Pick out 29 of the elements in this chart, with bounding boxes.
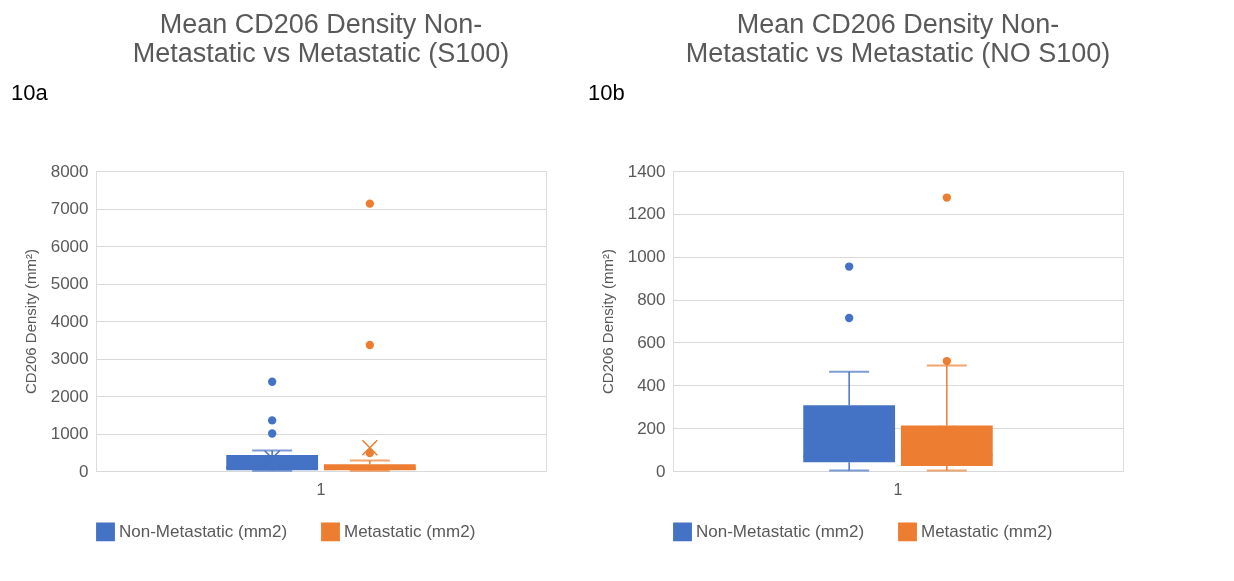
y-tick-label: 5000 xyxy=(50,274,89,293)
y-tick-label: 3000 xyxy=(50,349,89,368)
y-tick-label: 800 xyxy=(637,290,666,310)
y-tick-label: 1200 xyxy=(627,204,666,224)
legend-label: Non-Metastatic (mm2) xyxy=(119,521,288,541)
y-tick-label: 1000 xyxy=(627,247,666,267)
chart-title: Mean CD206 Density Non- Metastatic vs Metastatic (NO S100) xyxy=(685,9,1111,68)
y-tick-label: 400 xyxy=(637,375,666,395)
y-axis-title: CD206 Density (mm²) xyxy=(598,248,616,395)
legend-label: Metastatic (mm2) xyxy=(344,521,476,541)
legend-label: Metastatic (mm2) xyxy=(921,521,1053,541)
legend-label: Non-Metastatic (mm2) xyxy=(696,521,865,541)
y-axis-title: CD206 Density (mm²) xyxy=(21,248,39,395)
y-tick-label: 200 xyxy=(637,418,666,438)
y-tick-label: 1400 xyxy=(627,161,666,181)
y-tick-label: 0 xyxy=(79,461,89,481)
y-tick-label: 8000 xyxy=(50,161,89,181)
y-tick-label: 600 xyxy=(637,332,666,352)
y-tick-label: 7000 xyxy=(50,199,89,218)
y-tick-label: 4000 xyxy=(50,311,89,331)
chart-title: Mean CD206 Density Non- Metastatic vs Metastatic (S100) xyxy=(132,9,510,68)
y-tick-label: 6000 xyxy=(50,236,89,256)
y-tick-label: 2000 xyxy=(50,386,89,406)
text: 10a xyxy=(11,80,49,105)
y-tick-label: 0 xyxy=(656,461,666,481)
y-tick-label: 1000 xyxy=(50,424,89,443)
x-tick-label: 1 xyxy=(893,480,903,498)
text: 10b xyxy=(588,80,625,105)
x-tick-label: 1 xyxy=(316,480,326,498)
